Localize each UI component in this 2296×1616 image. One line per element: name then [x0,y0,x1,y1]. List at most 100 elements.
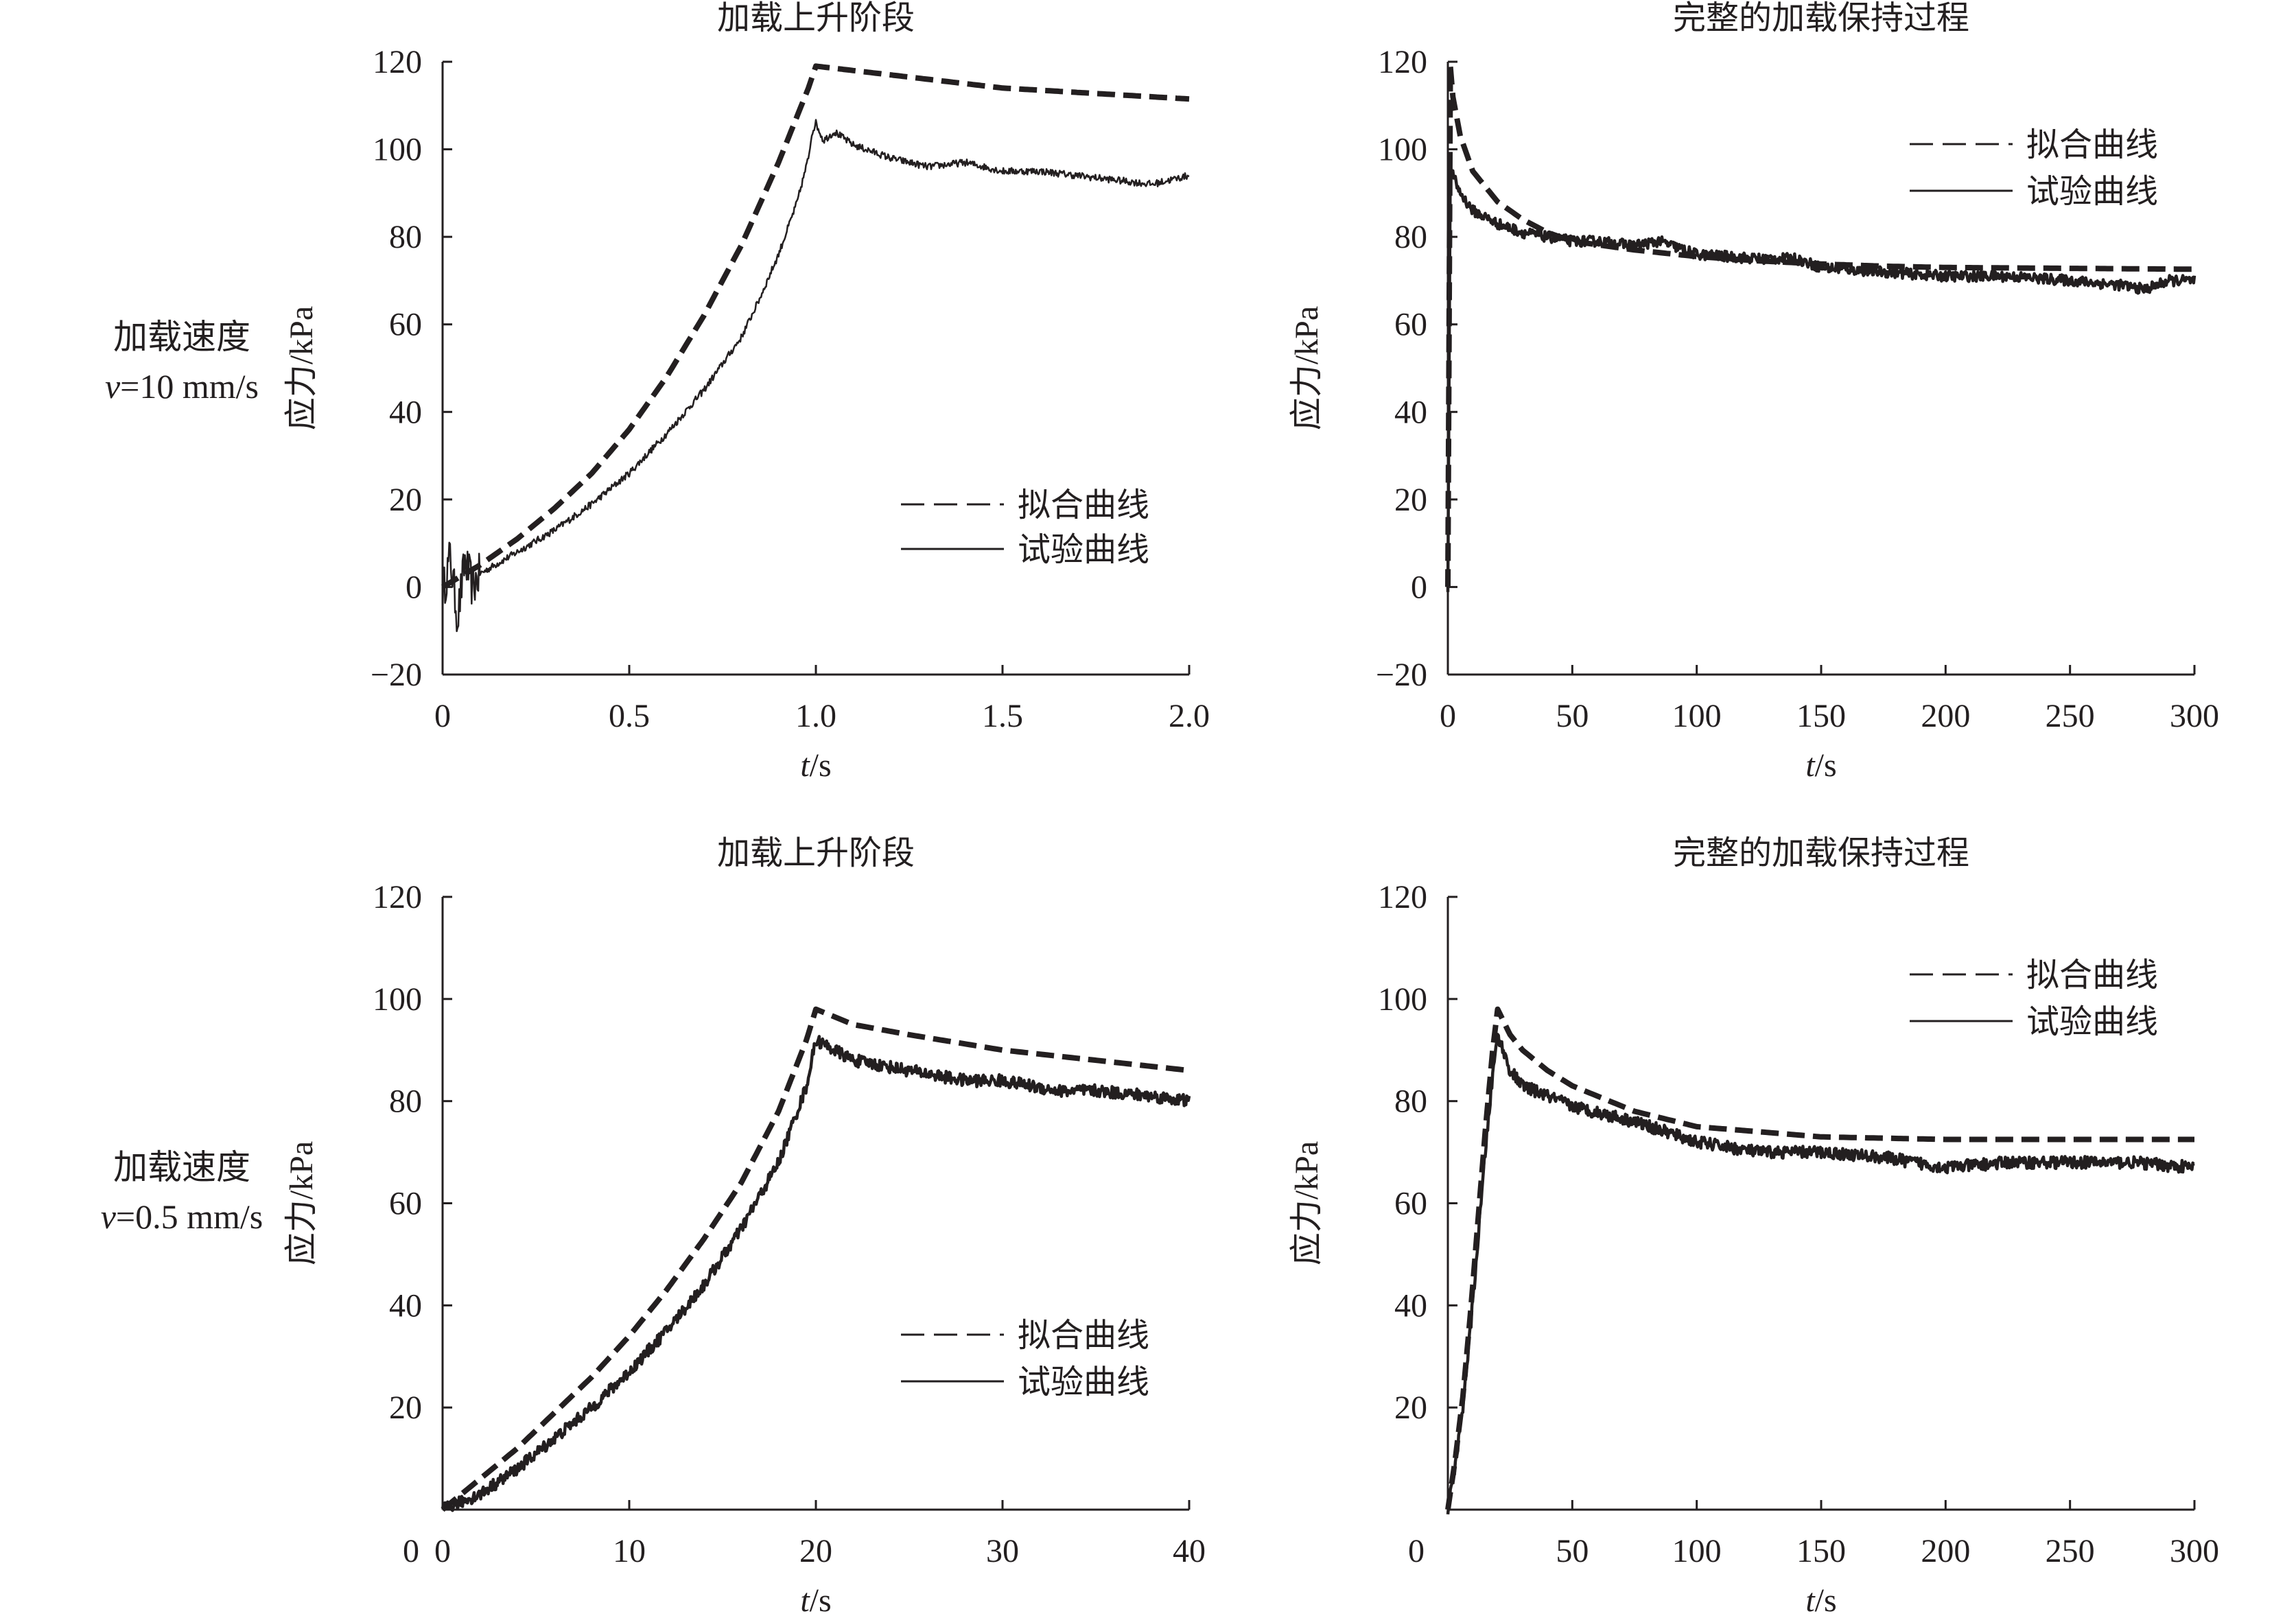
row-label-speed-0-5: 加载速度 v=0.5 mm/s [69,1143,295,1241]
legend-label: 试验曲线 [2026,1004,2158,1040]
y-tick-label: 100 [1378,981,1427,1018]
y-tick-label: 120 [373,879,422,915]
y-tick-label: 60 [389,307,422,343]
y-tick-label: 80 [389,1084,422,1120]
y-tick-label: 120 [1378,44,1427,80]
x-tick-label: 2.0 [1169,698,1210,734]
x-tick-label: 1.5 [982,698,1023,734]
x-tick-label: 200 [1921,1533,1970,1569]
x-axis-unit: /s [810,1582,832,1613]
y-axis-label: 应力/kPa [1289,306,1325,430]
x-tick-label: 0 [434,698,451,734]
series-line-experiment [441,1035,1191,1512]
y-tick-label: 20 [1394,1390,1427,1426]
y-tick-label: 0 [406,569,422,605]
x-tick-label: 50 [1556,698,1589,734]
speed-value: =0.5 mm/s [115,1197,263,1236]
x-axis-label: t/s [1805,1582,1836,1613]
x-axis-label: t/s [800,1582,831,1613]
x-tick-label: 250 [2046,698,2095,734]
x-axis-var: t [800,747,810,784]
chart-row1-right: 完整的加载保持过程 −20 0 20 40 60 80 100 120 0 50 100 150 200 2… [1289,0,2219,784]
x-axis-label: t/s [800,747,831,784]
y-tick-label: 100 [373,132,422,168]
legend-label: 拟合曲线 [1018,1318,1149,1354]
x-tick-label: 40 [1173,1533,1206,1569]
y-tick-label: 40 [389,394,422,430]
speed-value: =10 mm/s [120,367,259,406]
x-tick-label: 300 [2170,1533,2219,1569]
x-axis-var: t [800,1582,810,1613]
chart-row2-right: 完整的加载保持过程 20 40 60 80 100 120 50 100 150 200 250 300… [1289,835,2219,1616]
y-tick-label: 40 [389,1287,422,1324]
y-tick-label: −20 [1376,657,1427,693]
row-label-title: 加载速度 [113,1148,250,1186]
x-axis-unit: /s [810,747,832,784]
chart-row2-left: 加载上升阶段 20 40 60 80 100 120 0 10 20 30 40 0 t/s 应力/kPa 拟… [283,835,1206,1616]
y-tick-label: −20 [371,657,422,693]
y-tick-label: 0 [1411,569,1427,605]
origin-label: 0 [403,1533,419,1569]
y-tick-label: 20 [1394,482,1427,518]
x-axis-var: t [1805,747,1816,784]
x-tick-label: 20 [799,1533,832,1569]
x-tick-label: 150 [1796,698,1846,734]
x-tick-label: 1.0 [795,698,836,734]
x-axis-label: t/s [1805,747,1836,784]
chart-title: 加载上升阶段 [717,0,915,36]
legend-label: 试验曲线 [1018,1364,1149,1401]
origin-label: 0 [1408,1533,1425,1569]
x-tick-label: 150 [1796,1533,1846,1569]
chart-title: 完整的加载保持过程 [1673,0,1969,36]
y-axis-label: 应力/kPa [283,306,320,430]
legend-label: 拟合曲线 [2026,127,2158,163]
y-tick-label: 20 [389,482,422,518]
x-axis-unit: /s [1815,747,1837,784]
x-tick-label: 200 [1921,698,1970,734]
x-axis-unit: /s [1815,1582,1837,1613]
x-tick-label: 50 [1556,1533,1589,1569]
legend-label: 拟合曲线 [2026,957,2158,994]
series-line-fit [441,1006,1190,1512]
speed-symbol: v [104,367,121,406]
y-tick-label: 120 [1378,879,1427,915]
x-tick-label: 0 [434,1533,451,1569]
y-tick-label: 100 [1378,132,1427,168]
x-tick-label: 0.5 [609,698,650,734]
series-line-fit [441,63,1190,589]
y-tick-label: 40 [1394,1287,1427,1324]
y-tick-label: 100 [373,981,422,1018]
y-tick-label: 80 [1394,219,1427,255]
series-line-experiment [1446,161,2197,592]
x-tick-label: 30 [986,1533,1019,1569]
series-line-fit [1445,1006,2195,1510]
x-tick-label: 10 [613,1533,646,1569]
x-tick-label: 100 [1672,1533,1722,1569]
speed-symbol: v [100,1197,116,1236]
y-tick-label: 40 [1394,394,1427,430]
x-tick-label: 100 [1672,698,1722,734]
y-tick-label: 60 [1394,307,1427,343]
row-label-speed-10: 加载速度 v=10 mm/s [69,312,295,411]
chart-title: 加载上升阶段 [717,835,915,871]
series-line-experiment [1446,1033,2196,1515]
row-label-speed: v=10 mm/s [69,362,295,411]
chart-title: 完整的加载保持过程 [1673,835,1969,871]
legend-label: 试验曲线 [1018,532,1149,568]
chart-row1-left: 加载上升阶段 −20 0 20 40 60 80 100 120 0 0.5 1.0 1.5 2.0 t/s… [283,0,1210,784]
y-axis-label: 应力/kPa [1289,1141,1325,1265]
x-axis-var: t [1805,1582,1816,1613]
y-tick-label: 20 [389,1390,422,1426]
row-label-title: 加载速度 [113,318,250,356]
x-tick-label: 250 [2046,1533,2095,1569]
legend-label: 试验曲线 [2026,174,2158,210]
y-tick-label: 60 [1394,1186,1427,1222]
row-label-speed: v=0.5 mm/s [69,1192,295,1241]
y-tick-label: 80 [1394,1084,1427,1120]
